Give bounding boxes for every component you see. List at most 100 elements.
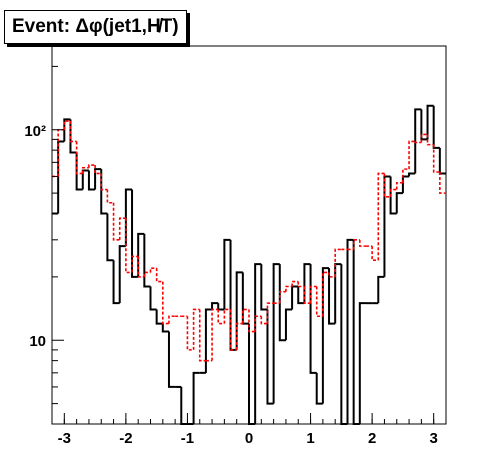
- series-0-bin-11: [118, 245, 126, 304]
- x-tick-label: -2: [119, 430, 132, 447]
- series-0-bin-2: [63, 118, 71, 142]
- series-1-bin-16: [149, 267, 157, 273]
- series-0-bin-45: [328, 268, 336, 325]
- series-1-bin-10: [112, 202, 120, 241]
- series-1-bin-42: [309, 285, 317, 304]
- series-1-bin-56: [395, 181, 403, 190]
- series-1-bin-9: [106, 189, 114, 204]
- series-0-bin-39: [291, 285, 299, 310]
- series-1-bin-45: [328, 272, 336, 278]
- series-1-bin-13: [131, 255, 139, 273]
- series-0-bin-38: [284, 308, 293, 341]
- series-0-bin-28: [223, 238, 231, 310]
- series-0-bin-16: [149, 286, 157, 311]
- series-1-bin-6: [88, 164, 96, 168]
- series-0-bin-44: [321, 267, 330, 404]
- series-1-bin-23: [192, 308, 200, 350]
- series-0-bin-6: [87, 170, 96, 191]
- series-0-bin-34: [260, 264, 268, 311]
- series-1-bin-33: [254, 315, 262, 332]
- series-1-bin-44: [322, 271, 330, 317]
- series-0-bin-3: [69, 119, 77, 154]
- series-1-bin-26: [211, 308, 219, 361]
- series-0-bin-26: [211, 302, 219, 310]
- series-0-bin-21: [180, 386, 188, 425]
- series-1-bin-2: [63, 120, 71, 130]
- series-0-bin-61: [426, 104, 434, 140]
- y-tick-label: 10: [29, 333, 46, 350]
- series-1-bin-7: [94, 165, 102, 175]
- series-0-bin-35: [266, 309, 274, 405]
- series-1-bin-18: [162, 281, 169, 325]
- series-1-bin-63: [439, 171, 446, 194]
- series-0-bin-56: [395, 192, 403, 214]
- series-1-bin-29: [229, 309, 237, 351]
- series-1-bin-55: [389, 188, 397, 197]
- series-0-bin-43: [315, 372, 323, 405]
- series-1-bin-37: [278, 290, 286, 304]
- series-0-bin-10: [112, 260, 120, 305]
- series-0-bin-53: [377, 275, 385, 304]
- series-0-bin-7: [94, 168, 102, 190]
- series-1-bin-39: [291, 280, 299, 287]
- series-0-bin-23: [192, 371, 200, 424]
- series-1-bin-15: [143, 271, 151, 277]
- series-0-bin-37: [278, 264, 286, 342]
- series-1-bin-62: [432, 144, 440, 173]
- series-1-bin-60: [420, 133, 428, 143]
- chart-title: Event: Δφ(jet1,H̸T): [4, 10, 190, 47]
- series-1-bin-5: [81, 166, 89, 174]
- series-0-bin-31: [241, 272, 249, 325]
- series-1-bin-50: [359, 239, 366, 247]
- x-tick-label: 0: [245, 430, 253, 447]
- series-1-bin-35: [266, 302, 274, 324]
- series-1-bin-61: [426, 134, 434, 146]
- series-0-bin-60: [420, 109, 428, 141]
- series-0-bin-59: [414, 108, 422, 174]
- series-1-bin-41: [303, 286, 311, 304]
- series-0-bin-58: [408, 172, 416, 177]
- series-1-bin-4: [75, 141, 83, 175]
- series-0-bin-12: [124, 188, 133, 247]
- y-tick-label: 10²: [24, 123, 46, 140]
- series-0-bin-15: [143, 233, 151, 288]
- x-tick-label: 3: [430, 430, 438, 447]
- series-0-bin-19: [167, 331, 176, 388]
- series-0-bin-47: [340, 264, 348, 425]
- x-tick-label: 2: [368, 430, 376, 447]
- series-0-bin-41: [303, 263, 311, 304]
- series-1-bin-32: [248, 309, 256, 333]
- series-0-bin-48: [346, 238, 354, 424]
- series-0-bin-33: [254, 263, 262, 424]
- series-0-bin-18: [161, 323, 169, 333]
- series-0-bin-13: [131, 189, 139, 278]
- series-1-bin-24: [198, 309, 206, 362]
- series-1-bin-34: [260, 316, 268, 325]
- series-1-bin-11: [118, 217, 126, 240]
- series-0-bin-17: [155, 309, 163, 325]
- series-1-bin-8: [100, 173, 108, 191]
- series-1-bin-38: [285, 285, 293, 292]
- series-1-bin-46: [334, 248, 342, 277]
- series-1-bin-57: [402, 168, 410, 183]
- series-0-bin-49: [352, 239, 360, 425]
- series-0-bin-50: [358, 302, 366, 424]
- series-0-bin-9: [106, 213, 114, 262]
- series-1-bin-58: [408, 140, 416, 170]
- series-1-bin-40: [297, 281, 305, 288]
- series-0-bin-25: [204, 308, 213, 373]
- series-1: [52, 120, 446, 362]
- series-0-bin-4: [75, 152, 83, 191]
- series-1-bin-30: [235, 322, 243, 350]
- series-1-bin-59: [414, 141, 422, 144]
- axes-layer: -3 -2 -1 0 1 2 3 10 10²: [24, 65, 447, 447]
- series-1-bin-53: [377, 172, 385, 261]
- series-1-bin-54: [383, 173, 391, 198]
- chart-title-text: Event: Δφ(jet1,H̸T): [12, 16, 179, 37]
- series-0-bin-62: [432, 105, 440, 149]
- x-tick-label: 1: [306, 430, 314, 447]
- series-layer: [52, 104, 446, 425]
- series-1-bin-19: [168, 315, 176, 324]
- series-1-bin-17: [155, 268, 163, 283]
